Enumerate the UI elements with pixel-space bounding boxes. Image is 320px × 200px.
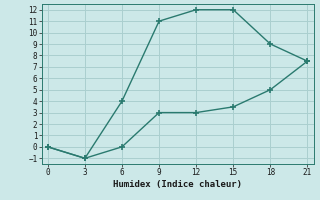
X-axis label: Humidex (Indice chaleur): Humidex (Indice chaleur) [113, 180, 242, 189]
